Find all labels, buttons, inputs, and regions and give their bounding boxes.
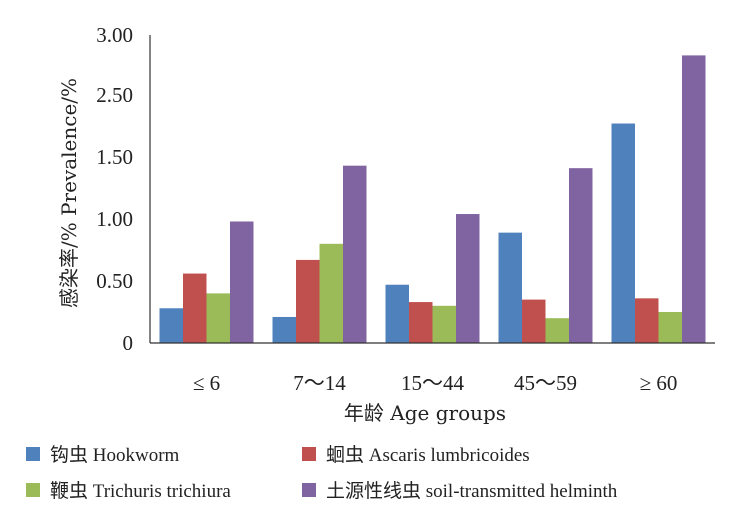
bar-ascaris-2 — [409, 302, 433, 343]
x-tick-label: ≥ 60 — [640, 371, 678, 395]
legend-item-hookworm: 钩虫 Hookworm — [26, 440, 179, 467]
legend-label-trichuris: 鞭虫 Trichuris trichiura — [50, 481, 231, 502]
x-tick-label: 45～59 — [514, 371, 577, 395]
y-tick-label: 1.50 — [96, 145, 133, 169]
bar-sth-0 — [230, 221, 254, 343]
bar-ascaris-4 — [635, 298, 659, 343]
x-tick-label: 15～44 — [401, 371, 464, 395]
legend-item-trichuris: 鞭虫 Trichuris trichiura — [26, 476, 231, 503]
x-tick-label: ≤ 6 — [193, 371, 220, 395]
x-tick-labels: ≤ 6 7～14 15～44 45～59 ≥ 60 — [193, 371, 678, 395]
bar-sth-1 — [343, 165, 367, 343]
bars-group — [159, 55, 706, 344]
legend-swatch-trichuris — [26, 482, 40, 497]
bar-trichuris-4 — [658, 312, 682, 343]
bar-hookworm-0 — [159, 308, 183, 343]
x-tick-label: 7～14 — [293, 371, 346, 395]
bar-sth-4 — [682, 55, 706, 344]
legend-swatch-ascaris — [302, 446, 316, 461]
bar-trichuris-3 — [545, 318, 569, 343]
bar-ascaris-0 — [183, 273, 207, 343]
legend-swatch-hookworm — [26, 446, 40, 461]
y-tick-label: 3.00 — [96, 23, 133, 47]
bar-hookworm-4 — [611, 123, 635, 344]
bar-trichuris-0 — [206, 293, 230, 343]
y-tick-labels: 0 0.50 1.00 1.50 2.50 3.00 — [96, 23, 133, 355]
bar-trichuris-1 — [319, 243, 343, 343]
legend-item-sth: 土源性线虫 soil-transmitted helminth — [302, 476, 617, 503]
legend-label-sth: 土源性线虫 soil-transmitted helminth — [326, 481, 618, 502]
bar-ascaris-3 — [522, 299, 546, 343]
bar-hookworm-1 — [272, 316, 296, 343]
legend-label-ascaris: 蛔虫 Ascaris lumbricoides — [326, 445, 530, 466]
legend-label-hookworm: 钩虫 Hookworm — [50, 445, 180, 466]
bar-sth-2 — [456, 214, 480, 343]
x-axis-title: 年龄 Age groups — [344, 401, 506, 425]
bar-hookworm-3 — [498, 232, 522, 343]
legend-swatch-sth — [302, 482, 316, 497]
bar-hookworm-2 — [385, 284, 409, 343]
y-tick-label: 1.00 — [96, 207, 133, 231]
y-tick-label: 2.50 — [96, 83, 133, 107]
legend-item-ascaris: 蛔虫 Ascaris lumbricoides — [302, 440, 530, 467]
bar-sth-3 — [569, 168, 593, 343]
bar-ascaris-1 — [296, 259, 320, 343]
bar-trichuris-2 — [432, 305, 456, 343]
y-tick-label: 0 — [123, 331, 134, 355]
y-tick-label: 0.50 — [96, 269, 133, 293]
y-axis-title: 感染率/% Prevalence/% — [57, 78, 81, 308]
